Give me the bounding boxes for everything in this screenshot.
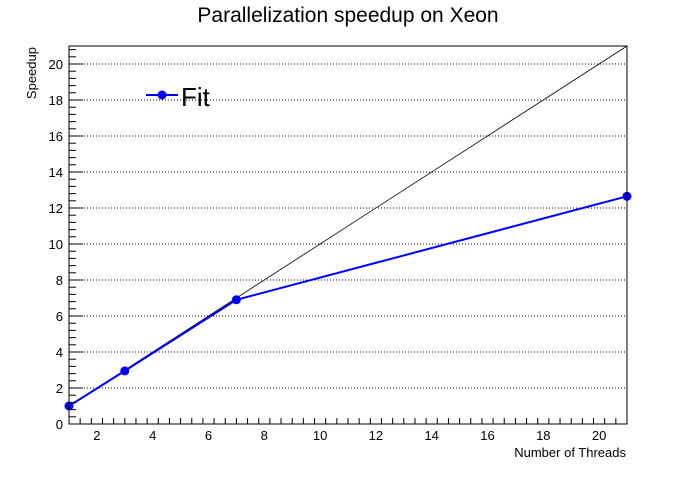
x-axis-title: Number of Threads bbox=[514, 445, 626, 460]
x-tick-label-2: 2 bbox=[93, 428, 100, 443]
x-tick-label-16: 16 bbox=[480, 428, 494, 443]
x-tick-label-18: 18 bbox=[536, 428, 550, 443]
series-line-0 bbox=[68, 195, 628, 407]
data-point bbox=[120, 366, 130, 376]
y-tick-label-18: 18 bbox=[49, 93, 63, 108]
legend-marker-fit bbox=[157, 90, 167, 100]
legend-label-fit: Fit bbox=[181, 82, 211, 112]
series-layer bbox=[64, 191, 632, 411]
axes-layer: 0 2 4 6 8 10 12 14 16 18 20 2 4 6 8 10 12 14 16 18 20 bbox=[49, 45, 628, 443]
x-tick-label-12: 12 bbox=[369, 428, 383, 443]
y-tick-label-20: 20 bbox=[49, 57, 63, 72]
plot-frame bbox=[68, 45, 628, 425]
x-tick-label-4: 4 bbox=[149, 428, 156, 443]
y-tick-label-10: 10 bbox=[49, 237, 63, 252]
y-axis-title: Speedup bbox=[24, 47, 39, 99]
x-tick-label-6: 6 bbox=[205, 428, 212, 443]
y-tick-label-12: 12 bbox=[49, 201, 63, 216]
x-tick-label-14: 14 bbox=[424, 428, 438, 443]
data-point bbox=[231, 295, 241, 305]
y-tick-label-14: 14 bbox=[49, 165, 63, 180]
x-tick-label-10: 10 bbox=[313, 428, 327, 443]
y-tick-label-8: 8 bbox=[56, 273, 63, 288]
ideal-speedup-line bbox=[68, 45, 628, 407]
y-tick-label-0: 0 bbox=[56, 417, 63, 432]
x-tick-label-20: 20 bbox=[592, 428, 606, 443]
x-tick-label-8: 8 bbox=[261, 428, 268, 443]
legend: Fit bbox=[146, 82, 211, 112]
y-tick-label-4: 4 bbox=[56, 345, 63, 360]
grid-layer bbox=[69, 63, 627, 389]
chart-title: Parallelization speedup on Xeon bbox=[197, 4, 498, 27]
y-tick-label-2: 2 bbox=[56, 381, 63, 396]
y-tick-label-16: 16 bbox=[49, 129, 63, 144]
y-tick-label-6: 6 bbox=[56, 309, 63, 324]
reference-layer bbox=[68, 45, 628, 407]
